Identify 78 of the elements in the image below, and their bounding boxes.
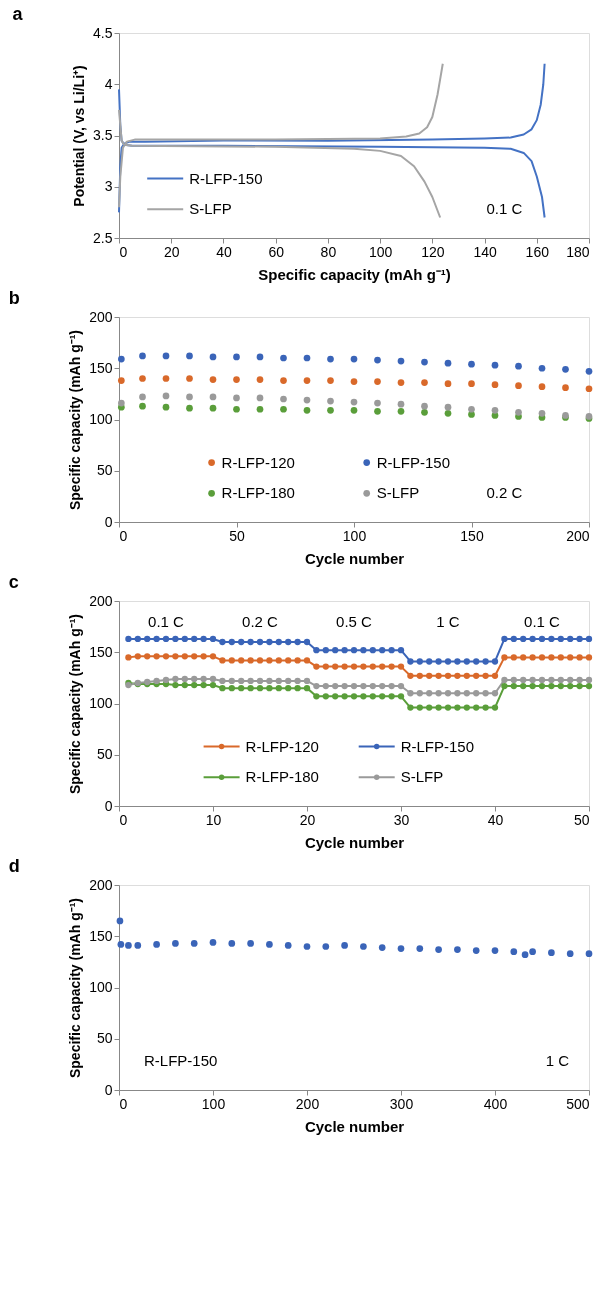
x-tick-label: 140 bbox=[473, 243, 497, 260]
y-tick-label: 200 bbox=[89, 308, 113, 325]
x-tick-label: 100 bbox=[342, 527, 367, 544]
x-tick-label: 50 bbox=[573, 811, 590, 828]
x-tick-label: 60 bbox=[268, 243, 285, 260]
x-tick-label: 40 bbox=[487, 811, 504, 828]
y-axis-title: Specific capacity (mAh g⁻¹) bbox=[67, 613, 84, 795]
y-tick-label: 2.5 bbox=[93, 229, 113, 246]
x-tick-label: 20 bbox=[163, 243, 180, 260]
annotation: 0.1 C bbox=[148, 612, 185, 630]
y-tick-label: 50 bbox=[96, 746, 113, 763]
x-tick-label: 0 bbox=[119, 811, 128, 828]
x-tick-label: 400 bbox=[483, 1095, 508, 1112]
x-tick-label: 500 bbox=[566, 1095, 590, 1112]
y-axis-title: Specific capacity (mAh g⁻¹) bbox=[67, 897, 84, 1079]
y-tick-label: 100 bbox=[89, 411, 113, 427]
x-axis-title: Cycle number bbox=[304, 1117, 405, 1135]
y-tick-label: 3.5 bbox=[93, 127, 113, 143]
y-tick-label: 100 bbox=[89, 695, 113, 711]
legend-label: S-LFP bbox=[189, 200, 232, 218]
x-tick-label: 0 bbox=[119, 243, 128, 260]
y-tick-label: 0 bbox=[104, 1081, 113, 1098]
y-tick-label: 4.5 bbox=[93, 24, 113, 41]
legend-label: R-LFP-150 bbox=[376, 453, 451, 471]
annotation: 0.2 C bbox=[486, 484, 523, 502]
y-tick-label: 50 bbox=[96, 462, 113, 479]
x-tick-label: 50 bbox=[229, 527, 245, 544]
annotation: 0.1 C bbox=[486, 200, 523, 218]
chart-title: c bbox=[8, 572, 19, 592]
chart-title: d bbox=[8, 856, 20, 876]
chart-title: a bbox=[12, 4, 24, 24]
y-axis-title: Potential (V, vs Li/Li⁺) bbox=[71, 65, 88, 207]
legend-label: R-LFP-120 bbox=[221, 453, 295, 471]
y-tick-label: 0 bbox=[104, 513, 113, 530]
annotation: 1 C bbox=[545, 1052, 570, 1070]
legend-label: R-LFP-150 bbox=[189, 169, 263, 187]
x-axis-title: Cycle number bbox=[304, 549, 405, 567]
x-tick-label: 200 bbox=[295, 1095, 320, 1112]
legend-label: R-LFP-150 bbox=[400, 737, 475, 755]
chart-title: b bbox=[8, 288, 20, 308]
annotation: 0.2 C bbox=[242, 612, 279, 630]
x-tick-label: 200 bbox=[566, 527, 590, 544]
x-axis-title: Cycle number bbox=[304, 833, 405, 851]
x-tick-label: 0 bbox=[119, 527, 128, 544]
annotation: 0.5 C bbox=[336, 612, 373, 630]
legend-label: R-LFP-180 bbox=[221, 484, 295, 502]
legend-label: S-LFP bbox=[400, 768, 444, 786]
x-tick-label: 20 bbox=[299, 811, 316, 828]
legend-label: S-LFP bbox=[376, 484, 420, 502]
x-tick-label: 40 bbox=[216, 243, 232, 260]
legend-label: R-LFP-120 bbox=[245, 737, 319, 755]
y-tick-label: 0 bbox=[104, 797, 113, 814]
y-tick-label: 200 bbox=[89, 876, 113, 893]
x-tick-label: 160 bbox=[525, 243, 550, 260]
annotation: 1 C bbox=[436, 612, 460, 630]
x-tick-label: 100 bbox=[368, 243, 393, 260]
y-tick-label: 150 bbox=[89, 359, 113, 376]
x-tick-label: 30 bbox=[393, 811, 410, 828]
y-tick-label: 3 bbox=[104, 178, 113, 195]
x-tick-label: 80 bbox=[320, 243, 337, 260]
y-tick-label: 4 bbox=[104, 75, 113, 92]
x-tick-label: 10 bbox=[205, 811, 222, 828]
x-tick-label: 120 bbox=[421, 243, 445, 260]
y-tick-label: 150 bbox=[89, 927, 113, 944]
y-tick-label: 100 bbox=[89, 979, 113, 995]
y-axis-title: Specific capacity (mAh g⁻¹) bbox=[67, 329, 84, 511]
x-axis-title: Specific capacity (mAh g⁻¹) bbox=[258, 265, 451, 283]
x-tick-label: 0 bbox=[119, 1095, 128, 1112]
x-tick-label: 100 bbox=[201, 1095, 226, 1112]
x-tick-label: 150 bbox=[460, 527, 484, 544]
x-tick-label: 300 bbox=[389, 1095, 414, 1112]
y-tick-label: 200 bbox=[89, 592, 113, 609]
y-tick-label: 150 bbox=[89, 643, 113, 660]
legend-label: R-LFP-180 bbox=[245, 768, 319, 786]
x-tick-label: 180 bbox=[566, 243, 590, 260]
y-tick-label: 50 bbox=[96, 1030, 113, 1047]
annotation: 0.1 C bbox=[524, 612, 561, 630]
annotation: R-LFP-150 bbox=[144, 1052, 218, 1070]
